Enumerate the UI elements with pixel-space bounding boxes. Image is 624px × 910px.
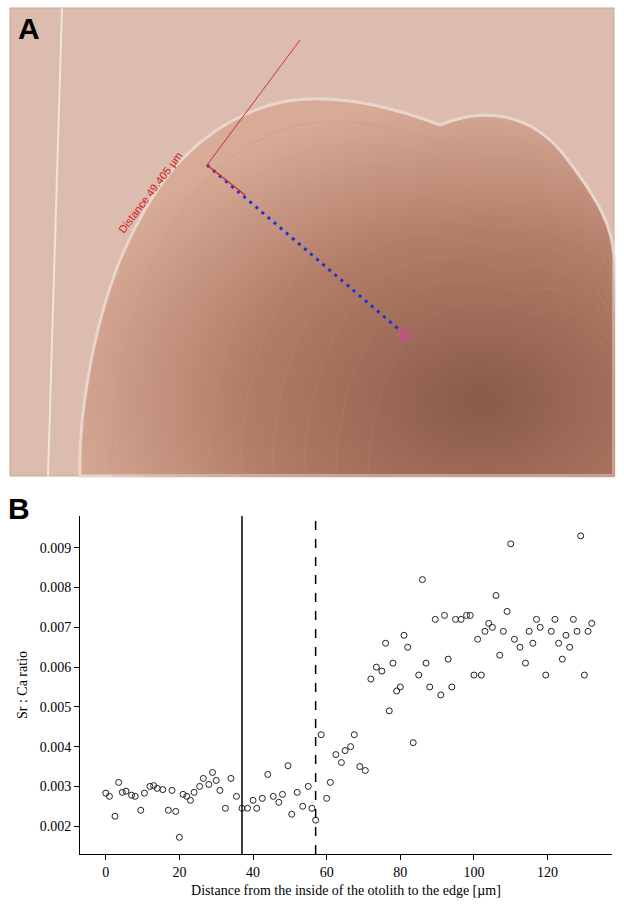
svg-text:0.002: 0.002 bbox=[40, 819, 72, 834]
html-text:A: A bbox=[18, 12, 40, 45]
html-text:B: B bbox=[8, 492, 30, 525]
svg-text:40: 40 bbox=[246, 865, 260, 880]
svg-text:60: 60 bbox=[320, 865, 334, 880]
svg-text:0.003: 0.003 bbox=[40, 779, 72, 794]
svg-text:0: 0 bbox=[102, 865, 109, 880]
svg-text:0.007: 0.007 bbox=[40, 620, 72, 635]
svg-text:100: 100 bbox=[463, 865, 484, 880]
svg-text:0.008: 0.008 bbox=[40, 580, 72, 595]
svg-text:Sr : Ca ratio: Sr : Ca ratio bbox=[15, 651, 30, 719]
svg-text:0.006: 0.006 bbox=[40, 660, 72, 675]
svg-text:80: 80 bbox=[393, 865, 407, 880]
svg-text:0.009: 0.009 bbox=[40, 541, 72, 556]
svg-text:0.005: 0.005 bbox=[40, 700, 72, 715]
svg-text:Distance 49.405 µm: Distance 49.405 µm bbox=[116, 150, 185, 236]
svg-text:Distance from the inside of th: Distance from the inside of the otolith … bbox=[191, 883, 501, 898]
svg-text:20: 20 bbox=[172, 865, 186, 880]
svg-text:0.004: 0.004 bbox=[40, 740, 72, 755]
svg-text:120: 120 bbox=[537, 865, 558, 880]
